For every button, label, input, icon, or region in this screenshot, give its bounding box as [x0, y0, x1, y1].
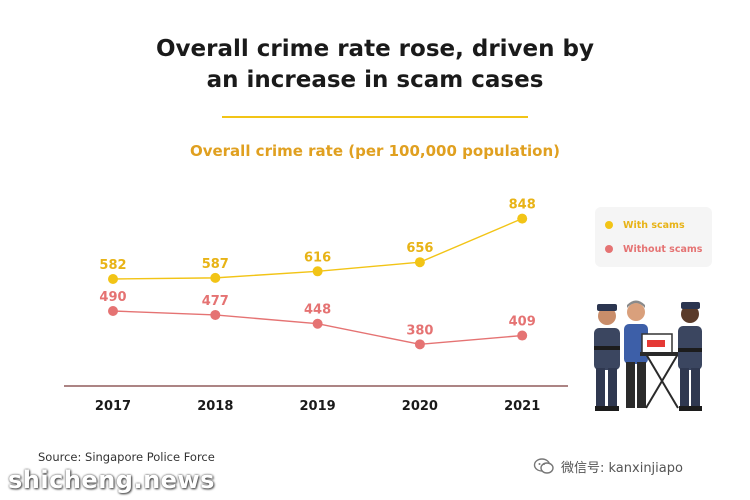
chart-subtitle: Overall crime rate (per 100,000 populati…	[189, 142, 561, 160]
x-tick-label-2020: 2020	[402, 399, 438, 414]
data-label-without-scams-2021: 409	[509, 315, 536, 330]
data-label-with-scams-2018: 587	[202, 257, 229, 272]
legend-label-with-scams: With scams	[623, 219, 685, 231]
data-label-with-scams-2021: 848	[509, 198, 536, 213]
x-tick-label-2021: 2021	[504, 399, 540, 414]
x-tick-label-2019: 2019	[300, 399, 336, 414]
legend-label-without-scams: Without scams	[623, 243, 703, 255]
data-label-with-scams-2020: 656	[406, 241, 433, 256]
data-point-without-scams-2020	[414, 339, 425, 350]
wechat-icon	[533, 458, 554, 474]
legend: With scams Without scams	[595, 207, 712, 267]
data-label-with-scams-2019: 616	[304, 250, 331, 265]
data-point-without-scams-2021	[517, 330, 528, 341]
police-officers-illustration	[594, 300, 702, 411]
watermark-right: 微信号: kanxinjiapo	[533, 455, 683, 477]
chart-title: Overall crime rate rose, driven by an in…	[0, 34, 750, 96]
data-label-without-scams-2019: 448	[304, 303, 331, 318]
data-point-without-scams-2019	[312, 318, 323, 329]
chart-title-line2: an increase in scam cases	[206, 67, 544, 93]
data-label-without-scams-2017: 490	[99, 290, 126, 305]
legend-item-without-scams: Without scams	[605, 241, 702, 257]
legend-swatch-without-scams	[605, 245, 613, 253]
data-point-with-scams-2020	[414, 257, 425, 268]
data-point-without-scams-2018	[210, 309, 221, 320]
data-label-without-scams-2020: 380	[406, 323, 433, 338]
data-point-with-scams-2019	[312, 266, 323, 277]
title-underline	[222, 116, 528, 118]
x-tick-label-2017: 2017	[95, 399, 131, 414]
source-note: Source: Singapore Police Force	[38, 450, 215, 464]
watermark-left: shicheng.news	[8, 466, 215, 494]
watermark-right-text: 微信号: kanxinjiapo	[561, 460, 683, 476]
data-label-without-scams-2018: 477	[202, 294, 229, 309]
data-point-without-scams-2017	[108, 306, 118, 316]
data-label-with-scams-2017: 582	[99, 258, 126, 273]
x-tick-label-2018: 2018	[197, 399, 233, 414]
chart-title-line1: Overall crime rate rose, driven by	[156, 36, 594, 62]
data-point-with-scams-2017	[108, 274, 118, 284]
legend-swatch-with-scams	[605, 221, 613, 229]
legend-item-with-scams: With scams	[605, 217, 685, 233]
data-point-with-scams-2018	[210, 272, 221, 283]
data-point-with-scams-2021	[517, 213, 528, 224]
